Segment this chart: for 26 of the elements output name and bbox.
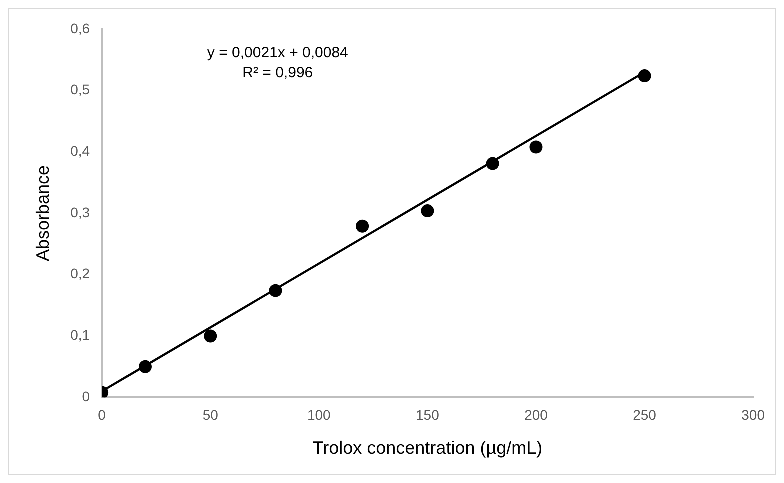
y-tick-label: 0,2 (70, 266, 90, 282)
y-tick-label: 0,5 (70, 82, 90, 98)
point (356, 220, 370, 233)
y-tick-label: 0,6 (70, 20, 90, 36)
x-tick-label: 0 (98, 406, 106, 423)
point (269, 284, 282, 298)
y-tick-label: 0,3 (70, 204, 90, 220)
y-tick-label: 0 (82, 388, 90, 404)
x-tick-label: 250 (633, 406, 657, 423)
point (486, 157, 500, 170)
y-axis-title: Absorbance (32, 165, 53, 262)
x-axis-title: Trolox concentration (µg/mL) (312, 438, 543, 458)
y-tick-label: 0,1 (70, 327, 90, 344)
annotation: y = 0,0021x + 0,0084 (207, 44, 348, 62)
point (530, 140, 543, 154)
point (138, 360, 152, 374)
x-tick-label: 200 (524, 406, 548, 423)
x-tick-label: 300 (742, 406, 766, 423)
x-tick-label: 100 (307, 406, 332, 423)
x-tick-label: 150 (416, 406, 440, 423)
x-tick-label: 50 (202, 406, 219, 423)
point (638, 70, 652, 83)
point (204, 330, 218, 343)
annotation: R² = 0,996 (242, 64, 314, 82)
y-tick-label: 0,4 (70, 142, 90, 159)
point (421, 204, 434, 218)
